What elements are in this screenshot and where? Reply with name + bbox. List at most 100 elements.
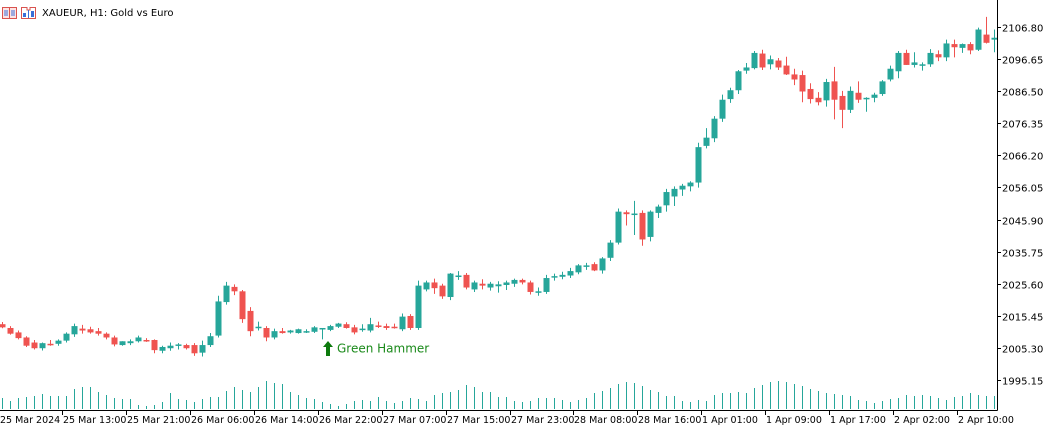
- candle: [527, 280, 534, 295]
- candle: [239, 290, 246, 323]
- candle: [983, 16, 990, 44]
- x-tick-label: 27 Mar 23:00: [511, 415, 574, 426]
- candle: [351, 324, 358, 335]
- candle: [383, 323, 390, 330]
- candle: [735, 69, 742, 95]
- y-tick-label: 2106.80: [1002, 24, 1043, 35]
- candle: [639, 210, 646, 246]
- candle: [647, 210, 654, 242]
- candle: [991, 29, 998, 53]
- candle: [919, 62, 926, 71]
- y-tick-label: 2086.50: [1002, 88, 1043, 99]
- candle: [231, 284, 238, 296]
- candle: [671, 186, 678, 206]
- x-tick-label: 1 Apr 17:00: [830, 415, 886, 426]
- candle: [223, 281, 230, 305]
- x-tick-label: 27 Mar 15:00: [447, 415, 510, 426]
- candle: [319, 327, 326, 340]
- chart-window-icon[interactable]: [21, 7, 36, 19]
- y-tick-label: 2045.90: [1002, 217, 1043, 228]
- candle: [799, 70, 806, 103]
- candle: [199, 340, 206, 357]
- candle: [751, 51, 758, 70]
- candle: [447, 272, 454, 301]
- candle: [535, 287, 542, 296]
- candle: [487, 281, 494, 291]
- candle: [743, 63, 750, 74]
- candle: [359, 324, 366, 332]
- x-tick-label: 1 Apr 09:00: [766, 415, 822, 426]
- candle: [39, 342, 46, 351]
- y-tick-label: 1995.15: [1002, 377, 1043, 388]
- candle: [711, 116, 718, 143]
- candle: [503, 280, 510, 291]
- candle: [767, 55, 774, 70]
- y-tick-label: 2025.60: [1002, 281, 1043, 292]
- candle: [15, 330, 22, 340]
- candle: [399, 313, 406, 332]
- y-tick-label: 2056.05: [1002, 184, 1043, 195]
- candle: [23, 336, 30, 347]
- candle: [863, 97, 870, 112]
- candle: [7, 326, 14, 335]
- candle: [463, 272, 470, 290]
- y-tick-label: 2096.65: [1002, 56, 1043, 67]
- candle: [583, 262, 590, 270]
- candle: [783, 56, 790, 76]
- candle: [191, 343, 198, 356]
- x-tick-label: 27 Mar 07:00: [383, 415, 446, 426]
- candle: [119, 341, 126, 346]
- candle: [807, 83, 814, 104]
- symbol-list-icon[interactable]: [2, 7, 17, 19]
- candle: [415, 280, 422, 330]
- candle: [831, 66, 838, 120]
- candle: [79, 324, 86, 334]
- candle: [327, 324, 334, 332]
- candle: [271, 328, 278, 340]
- candle: [847, 86, 854, 113]
- x-tick-label: 28 Mar 16:00: [638, 415, 701, 426]
- candle: [183, 343, 190, 350]
- candles: [0, 16, 998, 357]
- candle: [519, 278, 526, 285]
- x-tick-label: 1 Apr 01:00: [702, 415, 758, 426]
- candle: [623, 210, 630, 226]
- candle: [143, 338, 150, 342]
- candle: [823, 78, 830, 107]
- candle: [559, 271, 566, 280]
- candle: [455, 271, 462, 280]
- candle: [551, 273, 558, 281]
- x-tick-label: 25 Mar 21:00: [127, 415, 190, 426]
- candle: [543, 274, 550, 294]
- candle: [295, 328, 302, 334]
- x-tick-label: 26 Mar 22:00: [319, 415, 382, 426]
- candle: [695, 142, 702, 188]
- candle: [31, 340, 38, 350]
- candle: [55, 339, 62, 346]
- candle: [815, 92, 822, 106]
- candle: [511, 278, 518, 287]
- candle: [895, 51, 902, 79]
- candle: [615, 208, 622, 245]
- candle: [215, 295, 222, 338]
- candle: [791, 68, 798, 86]
- green-hammer-annotation: Green Hammer: [323, 341, 429, 356]
- candle: [567, 267, 574, 279]
- candle: [703, 128, 710, 149]
- x-tick-label: 25 Mar 13:00: [63, 415, 126, 426]
- candle: [127, 339, 134, 346]
- y-tick-label: 2066.20: [1002, 152, 1043, 163]
- candle: [167, 342, 174, 351]
- candle: [975, 27, 982, 52]
- x-tick-label: 26 Mar 06:00: [191, 415, 254, 426]
- candle: [855, 81, 862, 103]
- candle: [439, 283, 446, 299]
- x-tick-label: 2 Apr 02:00: [894, 415, 950, 426]
- candle: [87, 326, 94, 334]
- candle: [607, 240, 614, 261]
- candle: [63, 332, 70, 343]
- candle: [71, 323, 78, 337]
- candle: [887, 65, 894, 82]
- candle: [255, 321, 262, 331]
